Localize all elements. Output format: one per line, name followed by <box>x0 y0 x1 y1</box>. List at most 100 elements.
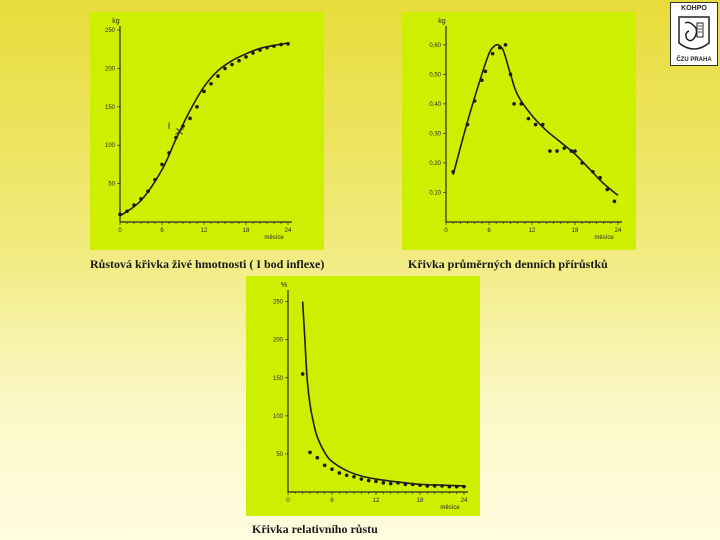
x-tick-label-0: 0 <box>444 228 448 234</box>
y-tick-label-0: 50 <box>276 452 283 458</box>
x-tick-label-2: 12 <box>529 228 536 234</box>
growth-chart-caption: Růstová křivka živé hmotnosti ( I bod in… <box>90 257 325 271</box>
fitted-curve <box>119 42 289 217</box>
data-point-12 <box>202 89 206 94</box>
data-point-20 <box>447 484 452 489</box>
x-tick-label-4: 24 <box>461 498 468 504</box>
x-tick-label-1: 6 <box>330 498 334 504</box>
data-point-0 <box>118 212 122 217</box>
data-point-9 <box>512 102 516 106</box>
data-point-10 <box>374 479 378 484</box>
x-tick-label-2: 12 <box>373 498 380 504</box>
y-tick-label-3: 200 <box>273 338 284 344</box>
data-point-15 <box>410 482 415 487</box>
data-point-21 <box>598 175 602 180</box>
data-point-21 <box>265 45 269 50</box>
data-point-7 <box>503 42 508 47</box>
x-tick-label-0: 0 <box>286 498 290 504</box>
x-tick-label-0: 0 <box>118 228 122 234</box>
data-point-19 <box>440 484 444 488</box>
data-point-3 <box>139 197 143 201</box>
data-point-22 <box>605 187 610 192</box>
data-point-16 <box>230 62 234 67</box>
data-point-16 <box>562 146 567 150</box>
data-point-9 <box>366 478 371 483</box>
x-tick-label-4: 24 <box>285 228 292 234</box>
data-point-0 <box>300 372 305 376</box>
x-axis-title: měsíce <box>264 235 284 241</box>
y-tick-label-3: 200 <box>105 66 116 72</box>
data-point-14 <box>216 74 220 78</box>
daily-gain-chart: 0 6 12 18 24 0,10 0,20 0,30 0,40 0,50 0,60 kg měsíce <box>429 18 622 241</box>
relative-growth-chart-caption: Křivka relativního růstu <box>252 522 378 536</box>
data-point-18 <box>432 484 437 488</box>
y-tick-label-3: 0,40 <box>429 102 441 108</box>
x-axis-title: měsíce <box>440 505 460 511</box>
data-point-13 <box>209 81 213 86</box>
data-point-4 <box>146 189 150 194</box>
data-point-2 <box>132 203 136 207</box>
data-point-13 <box>540 122 545 127</box>
data-point-10 <box>519 102 524 106</box>
y-tick-label-1: 100 <box>273 414 284 420</box>
x-tick-label-3: 18 <box>572 228 579 234</box>
data-point-11 <box>381 481 386 485</box>
data-point-15 <box>555 149 559 153</box>
daily-gain-chart-caption: Křivka průměrných denních přírůstků <box>408 257 608 271</box>
data-point-9 <box>181 124 185 128</box>
x-tick-label-1: 6 <box>487 228 491 234</box>
data-point-12 <box>388 481 393 486</box>
data-point-1 <box>125 209 129 214</box>
data-point-22 <box>462 484 466 489</box>
data-point-7 <box>352 474 356 479</box>
y-tick-label-0: 50 <box>108 182 115 188</box>
daily-gain-chart-panel: 0 6 12 18 24 0,10 0,20 0,30 0,40 0,50 0,60 kg měsíce <box>402 12 636 250</box>
fitted-curve <box>301 301 465 487</box>
university-logo: KOHPO ČZU PRAHA <box>670 2 718 66</box>
data-point-1 <box>465 122 470 127</box>
data-point-4 <box>330 467 334 471</box>
y-tick-label-4: 0,50 <box>429 72 441 78</box>
data-point-8 <box>508 72 513 77</box>
data-point-5 <box>337 471 342 475</box>
data-point-14 <box>548 149 552 153</box>
growth-chart: 0 6 12 18 24 50 100 150 200 250 kg měsíce I <box>105 18 292 241</box>
logo-top-text: KOHPO <box>681 5 707 12</box>
data-point-24 <box>286 42 290 46</box>
data-point-6 <box>497 45 502 50</box>
y-tick-label-4: 250 <box>273 300 284 306</box>
data-point-21 <box>454 484 459 489</box>
data-point-23 <box>612 199 617 204</box>
data-point-16 <box>418 483 422 487</box>
data-point-17 <box>425 484 430 488</box>
data-point-19 <box>580 161 584 165</box>
data-point-7 <box>167 151 171 155</box>
data-point-5 <box>490 51 495 56</box>
data-point-3 <box>480 78 484 83</box>
data-point-0 <box>451 169 455 174</box>
growth-chart-panel: 0 6 12 18 24 50 100 150 200 250 kg měsíce I <box>90 12 324 250</box>
data-point-2 <box>315 455 320 460</box>
data-point-17 <box>569 149 574 153</box>
data-point-20 <box>591 169 595 174</box>
y-tick-label-5: 0,60 <box>429 43 441 49</box>
x-tick-label-4: 24 <box>615 228 622 234</box>
x-tick-label-1: 6 <box>160 228 164 234</box>
data-point-18 <box>573 149 577 153</box>
data-point-17 <box>237 58 241 63</box>
relative-growth-chart: 0 6 12 18 24 50 100 150 200 250% měsíce <box>273 282 468 511</box>
data-point-19 <box>251 51 255 55</box>
x-tick-label-3: 18 <box>243 228 250 234</box>
data-point-6 <box>344 473 349 478</box>
data-point-4 <box>483 69 488 74</box>
y-tick-label-2: 150 <box>273 376 284 382</box>
logo-bottom-text: ČZU PRAHA <box>676 57 712 63</box>
data-point-8 <box>359 477 364 481</box>
y-unit-label: % <box>281 282 287 289</box>
logo-emblem-icon <box>678 16 710 50</box>
data-point-11 <box>526 116 531 121</box>
data-point-12 <box>533 122 538 127</box>
data-point-3 <box>322 463 327 468</box>
data-point-1 <box>308 450 312 455</box>
y-unit-label: kg <box>112 18 120 25</box>
